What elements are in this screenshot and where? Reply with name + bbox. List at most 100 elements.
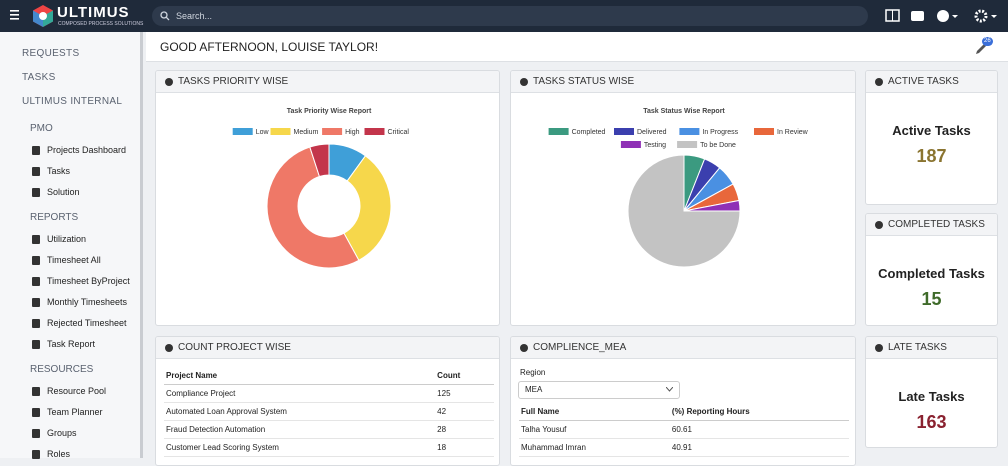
slice: [266, 146, 360, 269]
nav-link: Utilization: [0, 229, 140, 250]
compliance-table: Full Name (%) Reporting Hours Talha Yousuf…: [519, 403, 849, 457]
nav-link: Groups: [0, 423, 140, 444]
count-table: Project Name Count Compliance Project 125 Au…: [164, 367, 494, 457]
legend-swatch: [548, 128, 569, 135]
kpi-header: LATE TASKS: [866, 337, 997, 359]
table-row: Muhammad Imran 40.91: [519, 438, 849, 457]
nav-link: Timesheet ByProject: [0, 271, 140, 292]
table-cell: Automated Loan Approval System: [164, 402, 436, 421]
logo-tagline: COMPOSED PROCESS SOLUTIONS: [58, 21, 144, 27]
slice: [309, 143, 330, 178]
table-row: Compliance Project 125: [164, 384, 494, 403]
legend-swatch: [679, 128, 700, 135]
legend-swatch: [322, 128, 343, 135]
legend-swatch: [270, 128, 291, 135]
edit-icon[interactable]: [974, 42, 988, 56]
nav-group: RESOURCES: [30, 364, 94, 375]
nav-link: Monthly Timesheets: [0, 292, 140, 313]
nav-group: PMO: [30, 123, 53, 134]
slice: [343, 155, 392, 262]
sidebar: REQUESTS TASKS ULTIMUS INTERNAL PMO Projects…: [0, 32, 143, 459]
panel-title: COUNT PROJECT WISE: [156, 337, 499, 359]
logo-icon: [33, 5, 53, 27]
legend-label: Completed: [572, 129, 606, 136]
table-row: Automated Loan Approval System 42: [164, 402, 494, 421]
table-cell: Talha Yousuf: [519, 420, 670, 439]
table-row: Talha Yousuf 60.61: [519, 420, 849, 439]
kpi-value: 187: [916, 146, 947, 166]
search-icon: [160, 11, 170, 21]
legend-swatch: [677, 141, 698, 148]
header-row: Full Name (%) Reporting Hours: [519, 403, 849, 421]
nav-link: Solution: [0, 182, 140, 203]
priority-panel: TASKS PRIORITY WISE Task Priority Wise Re…: [155, 70, 500, 326]
nav-link: Resource Pool: [0, 381, 140, 402]
header-icons[interactable]: [884, 8, 1000, 24]
legend-label: In Progress: [702, 129, 738, 136]
table-row: Fraud Detection Automation 28: [164, 420, 494, 439]
table-row: Customer Lead Scoring System 18: [164, 438, 494, 457]
kpi-title: Late Tasks: [898, 389, 965, 404]
panel-title: COMPLIENCE_MEA: [511, 337, 855, 359]
nav-link: Roles: [0, 444, 140, 465]
kpi-value: 163: [916, 412, 947, 432]
legend-swatch: [232, 128, 253, 135]
nav-group: REPORTS: [30, 212, 79, 223]
panel-title: TASKS STATUS WISE: [511, 71, 855, 93]
chevron: [666, 387, 673, 392]
legend-label: High: [345, 129, 360, 136]
table-cell: 40.91: [669, 438, 849, 457]
legend-label: In Review: [777, 129, 809, 136]
legend-label: Delivered: [637, 129, 667, 136]
table-cell: 42: [435, 402, 494, 421]
table-cell: Customer Lead Scoring System: [164, 438, 436, 457]
search-box[interactable]: Search...: [152, 6, 868, 26]
table-cell: Compliance Project: [164, 384, 436, 403]
table-cell: 60.61: [669, 420, 849, 439]
table-cell: 28: [435, 420, 494, 439]
legend-swatch: [614, 128, 634, 135]
column-header: Full Name: [519, 403, 670, 421]
menu-icon[interactable]: [10, 10, 20, 22]
search-placeholder: Search...: [176, 11, 213, 21]
legend-label: Medium: [294, 129, 319, 136]
top-bar: ULTIMUS COMPOSED PROCESS SOLUTIONS Searc…: [0, 0, 1008, 32]
greeting-bar: GOOD AFTERNOON, LOUISE TAYLOR! 26: [146, 32, 1008, 62]
region-select[interactable]: MEA: [518, 381, 680, 399]
chart-title: Task Priority Wise Report: [287, 108, 372, 115]
kpi-title: Completed Tasks: [878, 266, 985, 281]
nav-item: TASKS: [22, 72, 56, 83]
kpi-card: COMPLETED TASKS Completed Tasks 15: [865, 213, 998, 326]
priority-chart: Task Priority Wise Report Low Medium High Cr…: [232, 108, 410, 269]
column-header: (%) Reporting Hours: [669, 403, 849, 421]
legend-label: To be Done: [700, 142, 736, 149]
nav-link: Task Report: [0, 334, 140, 355]
header-row: Project Name Count: [164, 367, 494, 385]
notification-badge: 26: [982, 37, 993, 46]
kpi-title: Active Tasks: [892, 123, 971, 138]
nav-item: REQUESTS: [22, 48, 80, 59]
greeting: GOOD AFTERNOON, LOUISE TAYLOR!: [160, 40, 379, 54]
table-cell: Fraud Detection Automation: [164, 420, 436, 439]
table-cell: 125: [435, 384, 494, 403]
logo: ULTIMUS: [57, 4, 130, 21]
kpi-header: COMPLETED TASKS: [866, 214, 997, 236]
legend-swatch: [620, 141, 641, 148]
compliance-panel: COMPLIENCE_MEA Region MEA Full Name (%) R…: [510, 336, 856, 466]
legend-swatch: [364, 128, 385, 135]
table-cell: 18: [435, 438, 494, 457]
kpi-value: 15: [921, 289, 942, 309]
nav-section: ULTIMUS INTERNAL: [22, 96, 123, 107]
nav-link: Timesheet All: [0, 250, 140, 271]
kpi-header: ACTIVE TASKS: [866, 71, 997, 93]
status-panel: TASKS STATUS WISE Task Status Wise Report…: [510, 70, 856, 326]
slice: [627, 154, 741, 268]
kpi-card: ACTIVE TASKS Active Tasks 187: [865, 70, 998, 205]
table-cell: Muhammad Imran: [519, 438, 670, 457]
filter-label: Region: [520, 368, 546, 377]
column-header: Count: [435, 367, 494, 385]
filter-value: MEA: [525, 385, 543, 394]
nav-link: Rejected Timesheet: [0, 313, 140, 334]
legend-label: Critical: [388, 129, 410, 136]
